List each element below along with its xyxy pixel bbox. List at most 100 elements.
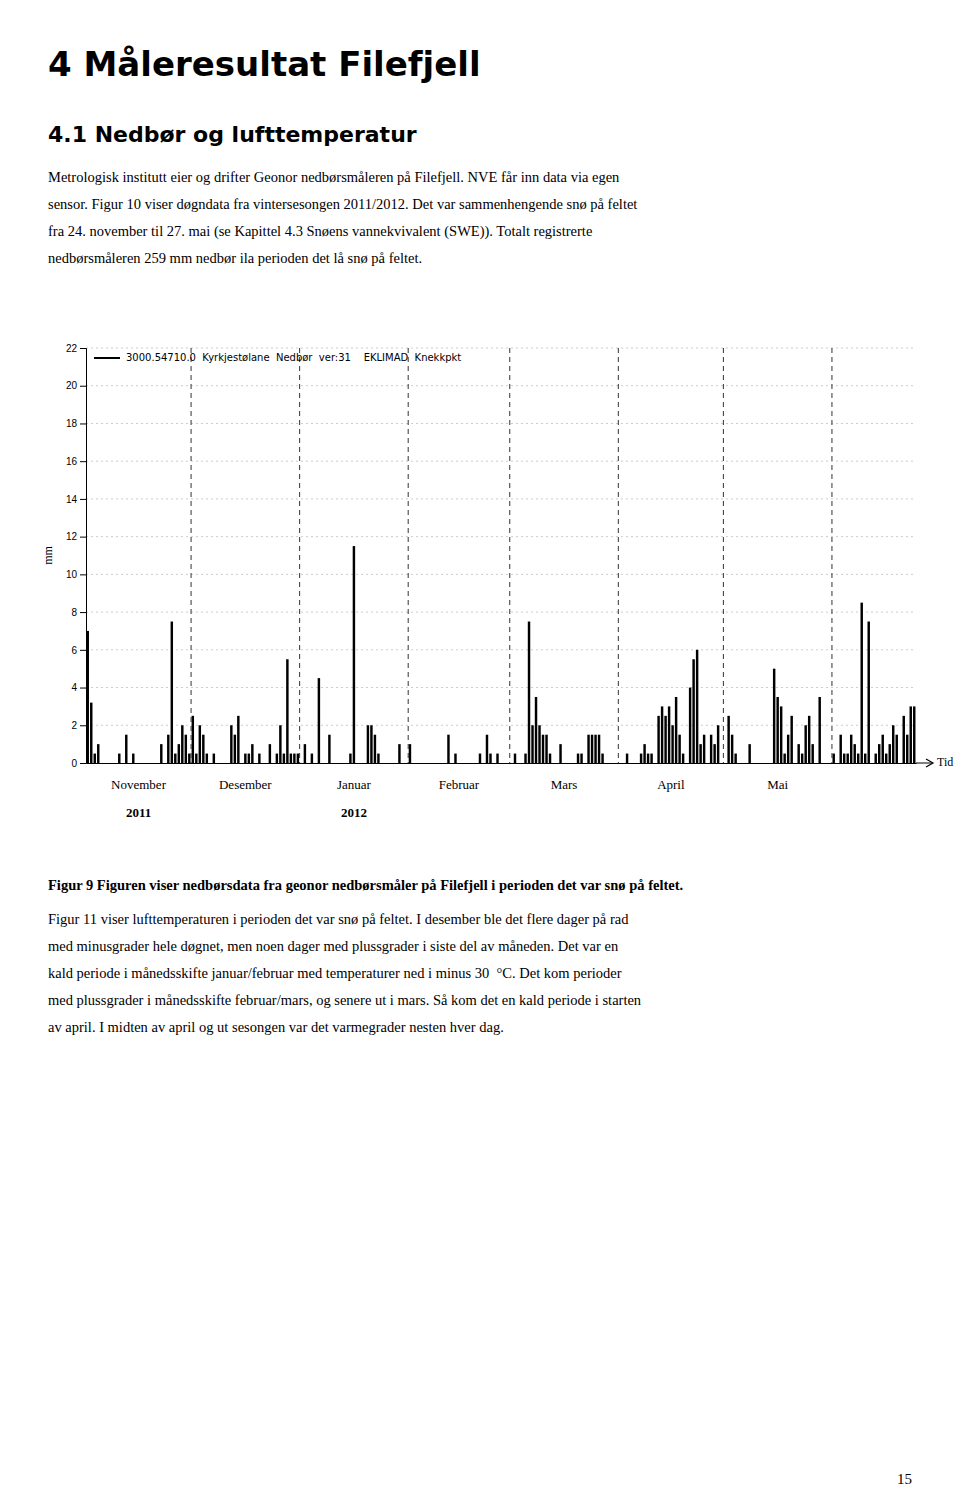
bar xyxy=(255,763,257,764)
bar xyxy=(710,735,712,763)
y-tick-label: 18 xyxy=(66,418,78,429)
bar xyxy=(657,716,659,763)
bar xyxy=(706,763,708,764)
y-tick-mark xyxy=(80,499,86,500)
bar xyxy=(475,763,477,764)
bar xyxy=(318,678,320,763)
bar xyxy=(423,763,425,764)
bar xyxy=(206,754,208,763)
bar xyxy=(150,763,152,764)
bar xyxy=(889,744,891,763)
bar xyxy=(388,763,390,764)
bar xyxy=(430,763,432,764)
bar xyxy=(349,754,351,763)
bar xyxy=(314,763,316,764)
bar xyxy=(675,697,677,763)
bar xyxy=(787,735,789,763)
bar xyxy=(433,763,435,764)
bar xyxy=(615,763,617,764)
bar xyxy=(727,716,729,763)
bar xyxy=(605,763,607,764)
bar xyxy=(703,735,705,763)
bar xyxy=(752,763,754,764)
y-tick-mark xyxy=(80,763,86,764)
month-boundary xyxy=(408,348,409,763)
y-axis-title: mm xyxy=(41,546,55,565)
bar xyxy=(713,744,715,763)
month-labels: November2011DesemberJanuar2012FebruarMar… xyxy=(111,777,788,820)
bar xyxy=(185,735,187,763)
x-axis xyxy=(87,763,917,764)
bar xyxy=(608,763,610,764)
y-tick-label: 4 xyxy=(71,682,77,693)
bar xyxy=(654,763,656,764)
y-tick: 18 xyxy=(66,418,86,429)
bar xyxy=(790,716,792,763)
y-tick-label: 0 xyxy=(71,758,77,769)
page: 4 Måleresultat Filefjell4.1 Nedbør og lu… xyxy=(0,0,960,1511)
bar xyxy=(139,763,141,764)
bar xyxy=(244,754,246,763)
bar xyxy=(612,763,614,764)
bar xyxy=(587,735,589,763)
bar xyxy=(360,763,362,764)
paragraph-line: med plussgrader i månedsskifte februar/m… xyxy=(48,992,642,1008)
bar xyxy=(454,754,456,763)
y-tick: 0 xyxy=(71,758,86,769)
bar xyxy=(111,763,113,764)
bar xyxy=(619,763,621,764)
grid-line xyxy=(86,461,916,462)
bar xyxy=(234,735,236,763)
bar xyxy=(724,763,726,764)
bar xyxy=(857,754,859,763)
month-boundary xyxy=(191,348,192,763)
page-subtitle: 4.1 Nedbør og lufttemperatur xyxy=(48,122,417,147)
bar xyxy=(794,763,796,764)
bar xyxy=(101,763,103,764)
bar xyxy=(836,763,838,764)
bar xyxy=(160,744,162,763)
bar xyxy=(153,763,155,764)
month-boundary xyxy=(723,348,724,763)
bar xyxy=(563,763,565,764)
bar xyxy=(108,763,110,764)
bar xyxy=(524,754,526,763)
bar xyxy=(692,659,694,763)
paragraph-line: nedbørsmåleren 259 mm nedbør ila periode… xyxy=(48,250,422,266)
bar xyxy=(248,754,250,763)
y-tick-label: 6 xyxy=(71,645,77,656)
bar xyxy=(829,763,831,764)
bar xyxy=(402,763,404,764)
y-tick: 8 xyxy=(71,607,86,618)
bar xyxy=(90,703,92,763)
bar xyxy=(878,744,880,763)
month-boundary xyxy=(831,348,832,763)
bar xyxy=(913,706,915,763)
bar xyxy=(157,763,159,764)
grid-line xyxy=(86,536,916,537)
grid-line xyxy=(86,574,916,575)
bar xyxy=(783,754,785,763)
bar xyxy=(405,763,407,764)
bar xyxy=(437,763,439,764)
bar xyxy=(325,763,327,764)
bar xyxy=(801,754,803,763)
bar xyxy=(832,754,834,763)
bar xyxy=(328,735,330,763)
bar xyxy=(381,763,383,764)
bar xyxy=(321,763,323,764)
bar xyxy=(643,744,645,763)
bar xyxy=(626,754,628,763)
bar xyxy=(850,735,852,763)
x-axis-arrowhead xyxy=(926,759,933,767)
y-tick: 12 xyxy=(66,531,86,542)
bar xyxy=(808,716,810,763)
bar xyxy=(591,735,593,763)
bar xyxy=(97,744,99,763)
bar xyxy=(685,763,687,764)
bar xyxy=(307,763,309,764)
bar xyxy=(143,763,145,764)
bar xyxy=(860,603,862,763)
bar xyxy=(867,622,869,763)
bar xyxy=(689,688,691,763)
